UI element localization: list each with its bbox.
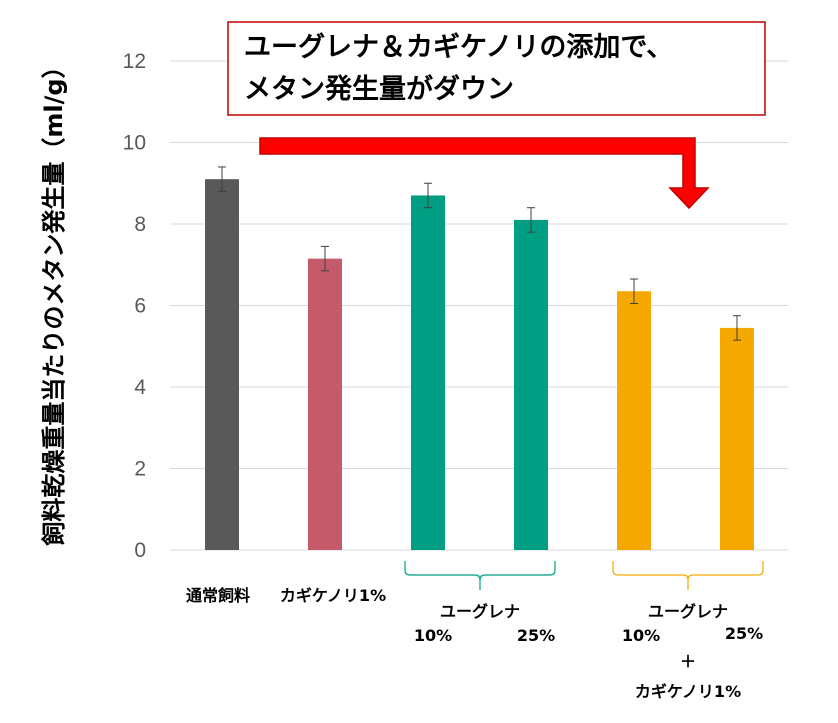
group-brackets: ユーグレナ ユーグレナ ＋ カギケノリ1% (404, 561, 764, 701)
bracket-line (612, 561, 764, 590)
group-label: ＋ (680, 652, 696, 671)
group-bracket: ユーグレナ (404, 561, 556, 621)
bar (514, 219, 548, 551)
y-tick-label: 4 (134, 376, 146, 399)
y-axis-label: 飼料乾燥重量当たりのメタン発生量（ml/g） (40, 54, 68, 545)
bracket-line (404, 561, 556, 590)
error-bars (218, 166, 741, 341)
y-axis-ticks: 0 2 4 6 8 10 12 (123, 50, 147, 562)
category-label: 25% (517, 626, 555, 645)
category-label: 通常飼料 (186, 586, 250, 605)
group-label: ユーグレナ (648, 602, 728, 621)
error-bar (527, 207, 535, 233)
bar (617, 291, 651, 550)
y-tick-label: 12 (123, 50, 146, 73)
category-label: カギケノリ1% (280, 586, 386, 605)
category-label: 25% (725, 624, 763, 643)
error-bar (218, 166, 226, 192)
category-label: 10% (622, 626, 660, 645)
error-bar (630, 278, 638, 304)
bar (205, 179, 239, 551)
y-tick-label: 10 (123, 132, 146, 155)
callout-line-2: メタン発生量がダウン (244, 73, 514, 105)
callout-line-1: ユーグレナ＆カギケノリの添加で、 (244, 31, 673, 63)
bar (308, 258, 342, 550)
bars (205, 179, 754, 551)
bar (720, 327, 754, 550)
y-tick-label: 6 (134, 295, 146, 318)
category-label: 10% (414, 626, 452, 645)
group-label: ユーグレナ (440, 602, 520, 621)
bar (411, 195, 445, 550)
error-bar (424, 182, 432, 209)
down-arrow (259, 137, 710, 210)
category-labels: 通常飼料 カギケノリ1% 10% 25% 10% 25% (186, 586, 763, 645)
callout-box: ユーグレナ＆カギケノリの添加で、 メタン発生量がダウン (227, 21, 766, 116)
error-bar (733, 315, 741, 341)
group-bracket: ユーグレナ ＋ カギケノリ1% (612, 561, 764, 701)
error-bar (321, 245, 329, 272)
y-tick-label: 0 (134, 539, 146, 562)
y-tick-label: 2 (134, 458, 146, 481)
group-label: カギケノリ1% (635, 682, 741, 701)
y-tick-label: 8 (134, 213, 146, 236)
gridlines (170, 60, 788, 551)
